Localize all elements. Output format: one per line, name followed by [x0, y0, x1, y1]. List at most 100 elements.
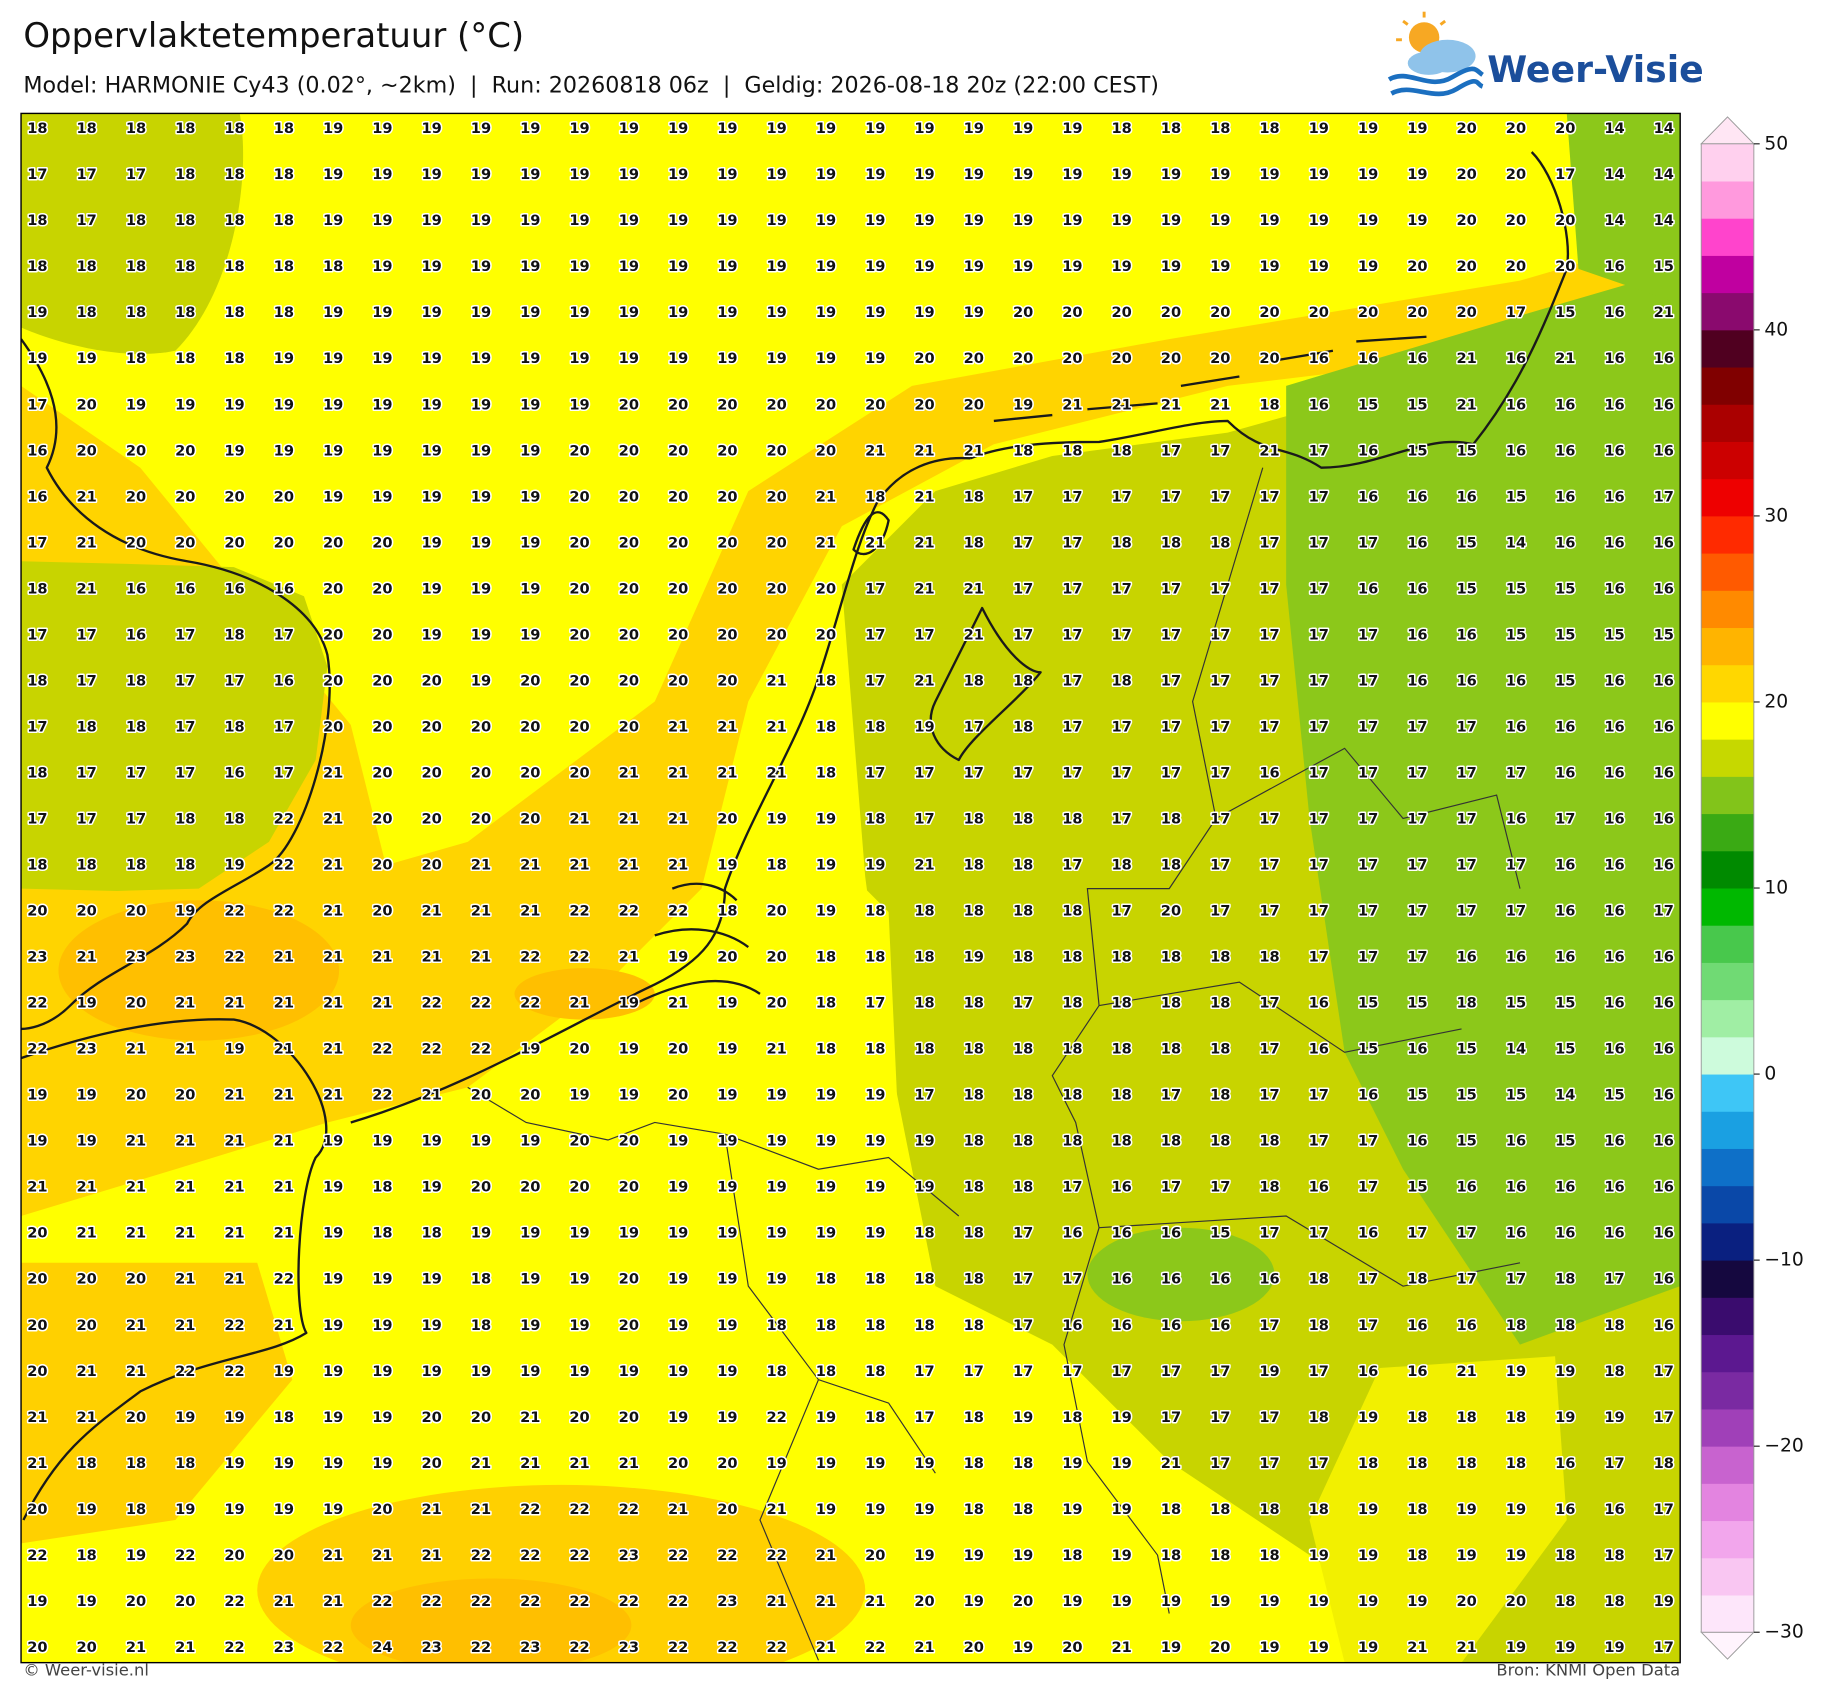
grid-value: 19: [77, 350, 97, 367]
grid-value: 20: [569, 764, 589, 781]
colorbar-band: [1701, 739, 1754, 777]
grid-value: 19: [1112, 166, 1132, 183]
grid-value: 21: [816, 1593, 836, 1610]
grid-value: 23: [175, 949, 195, 966]
grid-value: 19: [372, 1271, 392, 1288]
grid-value: 19: [964, 166, 984, 183]
grid-value: 22: [471, 995, 491, 1012]
value-grid: 18 18 18 18 18 18 19 19 19 19 19 19 19 19 19 19 19 19 19 19…: [26, 119, 1676, 1658]
grid-value: 18: [77, 258, 97, 275]
grid-value: 16: [1604, 764, 1624, 781]
grid-value: 22: [520, 1593, 540, 1610]
grid-value: 18: [224, 212, 244, 229]
grid-value: 18: [1062, 1547, 1082, 1564]
grid-value: 17: [77, 166, 97, 183]
grid-value: 19: [1555, 1363, 1575, 1380]
grid-value: 15: [1358, 396, 1378, 413]
subtitle: Model: HARMONIE Cy43 (0.02°, ~2km) | Run…: [23, 72, 1159, 98]
grid-value: 18: [126, 672, 146, 689]
grid-value: 21: [323, 1041, 343, 1058]
grid-value: 20: [422, 764, 442, 781]
grid-value: 18: [1112, 949, 1132, 966]
grid-value: 17: [914, 1087, 934, 1104]
grid-value: 21: [914, 534, 934, 551]
colorbar-band: [1701, 181, 1754, 219]
grid-value: 20: [619, 1271, 639, 1288]
grid-value: 19: [372, 166, 392, 183]
grid-value: 21: [274, 1593, 294, 1610]
grid-value: 18: [1259, 1133, 1279, 1150]
grid-value: 20: [422, 1455, 442, 1472]
grid-value: 19: [767, 1087, 787, 1104]
grid-value: 20: [767, 903, 787, 920]
grid-value: 18: [1013, 442, 1033, 459]
grid-value: 18: [816, 995, 836, 1012]
grid-value: 19: [224, 857, 244, 874]
grid-value: 16: [1654, 1087, 1674, 1104]
grid-value: 21: [865, 442, 885, 459]
grid-value: 18: [914, 1317, 934, 1334]
grid-value: 21: [767, 1501, 787, 1518]
grid-value: 21: [569, 857, 589, 874]
grid-value: 16: [1555, 764, 1575, 781]
grid-value: 20: [619, 672, 639, 689]
grid-value: 19: [471, 350, 491, 367]
grid-value: 20: [1161, 304, 1181, 321]
grid-value: 19: [1309, 1593, 1329, 1610]
grid-value: 17: [1457, 718, 1477, 735]
grid-value: 17: [1259, 857, 1279, 874]
grid-value: 19: [569, 120, 589, 137]
grid-value: 18: [914, 949, 934, 966]
grid-value: 20: [175, 488, 195, 505]
grid-value: 19: [323, 1409, 343, 1426]
grid-value: 17: [1259, 1455, 1279, 1472]
grid-value: 17: [1161, 1409, 1181, 1426]
grid-value: 19: [1062, 120, 1082, 137]
grid-value: 21: [175, 995, 195, 1012]
grid-value: 21: [175, 1271, 195, 1288]
grid-value: 16: [1555, 718, 1575, 735]
grid-value: 16: [1112, 1225, 1132, 1242]
grid-value: 19: [1407, 212, 1427, 229]
grid-value: 19: [224, 442, 244, 459]
grid-value: 19: [569, 258, 589, 275]
grid-value: 19: [569, 1317, 589, 1334]
grid-value: 17: [1604, 1271, 1624, 1288]
grid-value: 17: [175, 764, 195, 781]
grid-value: 20: [471, 764, 491, 781]
grid-value: 19: [816, 166, 836, 183]
grid-value: 17: [964, 718, 984, 735]
grid-value: 20: [323, 718, 343, 735]
grid-value: 20: [619, 534, 639, 551]
grid-value: 22: [767, 1409, 787, 1426]
grid-value: 17: [77, 626, 97, 643]
grid-value: 18: [1013, 949, 1033, 966]
grid-value: 21: [914, 857, 934, 874]
grid-value: 19: [1358, 120, 1378, 137]
grid-value: 20: [668, 488, 688, 505]
grid-value: 20: [1112, 350, 1132, 367]
grid-value: 19: [1112, 1547, 1132, 1564]
grid-value: 21: [274, 1317, 294, 1334]
grid-value: 16: [274, 580, 294, 597]
grid-value: 17: [1161, 1363, 1181, 1380]
grid-value: 17: [1358, 718, 1378, 735]
grid-value: 18: [1062, 903, 1082, 920]
grid-value: 21: [175, 1179, 195, 1196]
grid-value: 21: [224, 1225, 244, 1242]
colorbar-tick-label: 0: [1764, 1064, 1776, 1085]
grid-value: 16: [1654, 672, 1674, 689]
grid-value: 19: [816, 258, 836, 275]
grid-value: 17: [1506, 903, 1526, 920]
grid-value: 19: [323, 1271, 343, 1288]
grid-value: 19: [1358, 1501, 1378, 1518]
grid-value: 17: [1654, 488, 1674, 505]
grid-value: 22: [717, 1639, 737, 1656]
grid-value: 17: [1358, 534, 1378, 551]
grid-value: 18: [1112, 1133, 1132, 1150]
grid-value: 19: [1112, 258, 1132, 275]
grid-value: 17: [1161, 1179, 1181, 1196]
grid-value: 17: [914, 810, 934, 827]
colorbar-band: [1701, 664, 1754, 703]
